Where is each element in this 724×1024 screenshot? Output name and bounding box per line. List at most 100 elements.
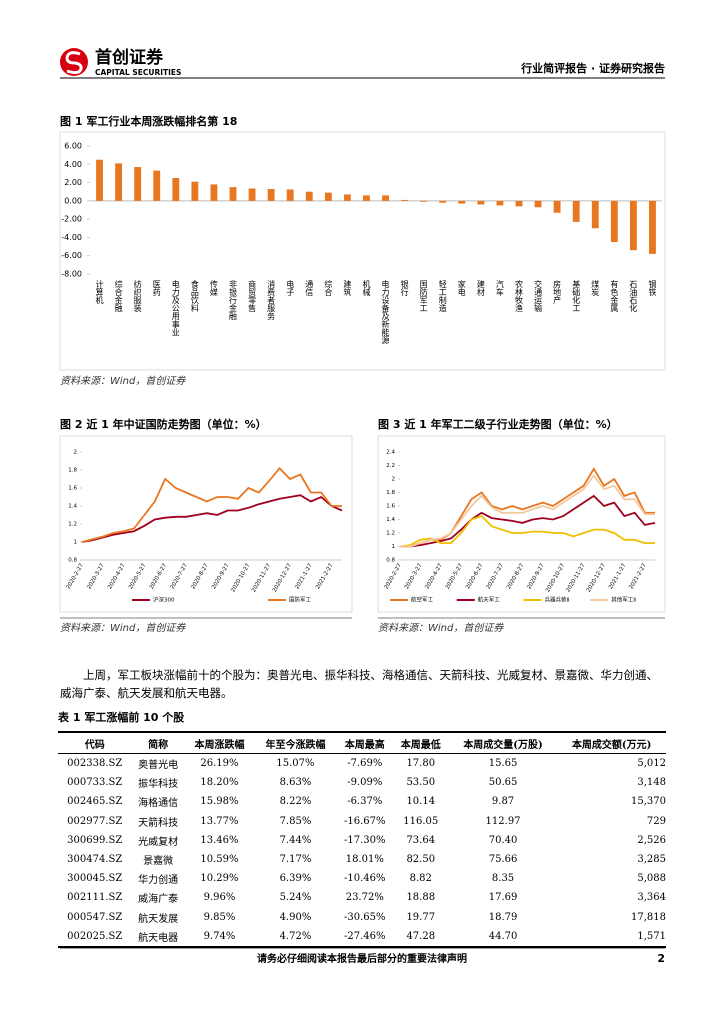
cell: 2,526 — [637, 834, 666, 846]
cell: 300045.SZ — [67, 873, 123, 885]
cell: 7.85% — [279, 815, 312, 827]
y-tick-label: 1.2 — [68, 522, 77, 528]
cell: 18.88 — [406, 892, 436, 904]
bar — [286, 189, 294, 201]
table: 代码 简称 本周涨跌幅 年至今涨跌幅 本周最高 本周最低 本周成交量(万股) 本周成交额(万元… — [58, 731, 666, 948]
y-tick-label: 1.6 — [386, 504, 395, 510]
cell: -17.30% — [344, 834, 386, 846]
cell: 天箭科技 — [138, 817, 179, 829]
x-tick-label: 2020-5-27 — [128, 562, 148, 590]
x-tick-label: 2020-7-27 — [486, 562, 506, 590]
fig1-source: 资料来源：Wind，首创证券 — [60, 375, 186, 387]
table-row: 000733.SZ 振华科技 18.20% 8.63% -9.09% 53.50 50.65… — [58, 773, 666, 792]
x-tick-label: 非银行金融 — [229, 279, 238, 321]
header-cell: 本周涨跌幅 — [184, 731, 255, 754]
logo-mark — [65, 51, 83, 75]
cell: 8.82 — [409, 873, 432, 885]
y-tick-label: -4.00 — [61, 233, 82, 242]
cell: -7.69% — [347, 758, 383, 770]
bar — [591, 200, 599, 229]
x-tick-label: 2020-8-27 — [506, 562, 526, 590]
header-cell: 本周成交量(万股) — [448, 731, 558, 754]
cell: 6.39% — [279, 873, 312, 885]
cell: 光威复材 — [138, 836, 179, 848]
table-row: 002465.SZ 海格通信 15.98% 8.22% -6.37% 10.14 9.87 1… — [58, 792, 666, 811]
x-tick-label: 煤炭 — [591, 279, 600, 297]
x-tick-label: 2020-11-27 — [565, 562, 586, 593]
cell: 26.19% — [200, 758, 239, 770]
cell: -27.46% — [336, 926, 393, 948]
x-tick-label: 2020-5-27 — [445, 562, 465, 590]
cell: 5,088 — [637, 873, 666, 885]
cell: 10.29% — [200, 873, 239, 885]
cell: 47.28 — [392, 926, 449, 948]
bar — [363, 195, 370, 201]
cell: 15.07% — [276, 758, 315, 770]
line — [400, 494, 656, 548]
cell: -30.65% — [344, 911, 386, 923]
cell: 9.74% — [184, 926, 255, 948]
x-tick-label: 计算机 — [95, 279, 104, 305]
cell: 4.90% — [279, 911, 312, 923]
cell: 44.70 — [448, 926, 558, 948]
cell: 19.77 — [406, 911, 436, 923]
cell: 8.35 — [491, 873, 515, 885]
table-row: 002338.SZ 奥普光电 26.19% 15.07% -7.69% 17.80 15.6… — [58, 754, 666, 774]
cell: 000733.SZ — [67, 777, 123, 789]
cell: 002338.SZ — [67, 758, 123, 770]
y-tick-label: 1.4 — [68, 504, 77, 510]
x-tick-label: 传媒 — [209, 279, 218, 297]
x-tick-label: 建材 — [476, 279, 485, 296]
x-tick-label: 2020-2-27 — [66, 562, 86, 590]
x-tick-label: 国防军工 — [419, 280, 428, 312]
x-tick-label: 房地产 — [553, 279, 562, 305]
y-tick-label: 0.00 — [64, 196, 82, 205]
bar — [629, 200, 637, 251]
y-tick-label: -8.00 — [61, 270, 82, 279]
cell: 7.17% — [279, 854, 312, 866]
cell: 1,571 — [557, 926, 666, 948]
fig3-caption: 图 3 近 1 年军工二级子行业走势图（单位：%） — [378, 417, 618, 431]
table-header: 代码 简称 本周涨跌幅 年至今涨跌幅 本周最高 本周最低 本周成交量(万股) 本周成交额(万元… — [58, 731, 666, 754]
x-tick-label: 2020-12-27 — [586, 562, 607, 593]
x-tick-label: 2021-2-27 — [628, 562, 648, 590]
cell: 奥普光电 — [138, 760, 179, 772]
x-tick-label: 家电 — [457, 279, 466, 296]
bar — [267, 188, 275, 201]
cell: 3,148 — [637, 777, 666, 789]
x-tick-label: 基础化工 — [572, 279, 581, 312]
cell: 53.50 — [406, 777, 436, 789]
table-row: 000547.SZ 航天发展 9.85% 4.90% -30.65% 19.77 18.79… — [58, 908, 666, 927]
y-tick-label: -2.00 — [61, 215, 82, 224]
legend-label: 国防军工 — [289, 596, 312, 604]
y-tick-label: 1.2 — [386, 531, 395, 537]
x-tick-label: 电子 — [286, 279, 295, 296]
x-tick-label: 2020-6-27 — [465, 562, 485, 590]
cell: 002465.SZ — [67, 796, 123, 808]
bar — [324, 192, 332, 201]
cell: 17,818 — [631, 911, 666, 923]
header-cell: 本周最低 — [392, 731, 449, 754]
header-cell: 简称 — [131, 731, 185, 754]
x-tick-label: 医药 — [152, 280, 161, 297]
bar — [515, 200, 523, 207]
header-cell: 本周成交额(万元) — [557, 731, 666, 754]
cell: 15,370 — [631, 796, 666, 808]
x-tick-label: 2021-2-27 — [315, 562, 335, 590]
cell: 13.46% — [200, 834, 239, 846]
bar — [439, 200, 447, 203]
x-tick-label: 食品饮料 — [190, 279, 199, 313]
bar — [420, 200, 428, 202]
x-tick-label: 2020-9-27 — [211, 562, 231, 590]
cell: 002977.SZ — [67, 815, 123, 827]
bar — [534, 200, 542, 208]
cell: 15.65 — [488, 758, 518, 770]
cell: 116.05 — [403, 815, 439, 827]
cell: 15.98% — [200, 796, 239, 808]
y-tick-label: 0.8 — [386, 558, 395, 564]
legend-label: 其他军工Ⅱ — [611, 596, 636, 604]
cell: 18.01% — [345, 854, 384, 866]
y-tick-label: 2.4 — [386, 450, 395, 456]
